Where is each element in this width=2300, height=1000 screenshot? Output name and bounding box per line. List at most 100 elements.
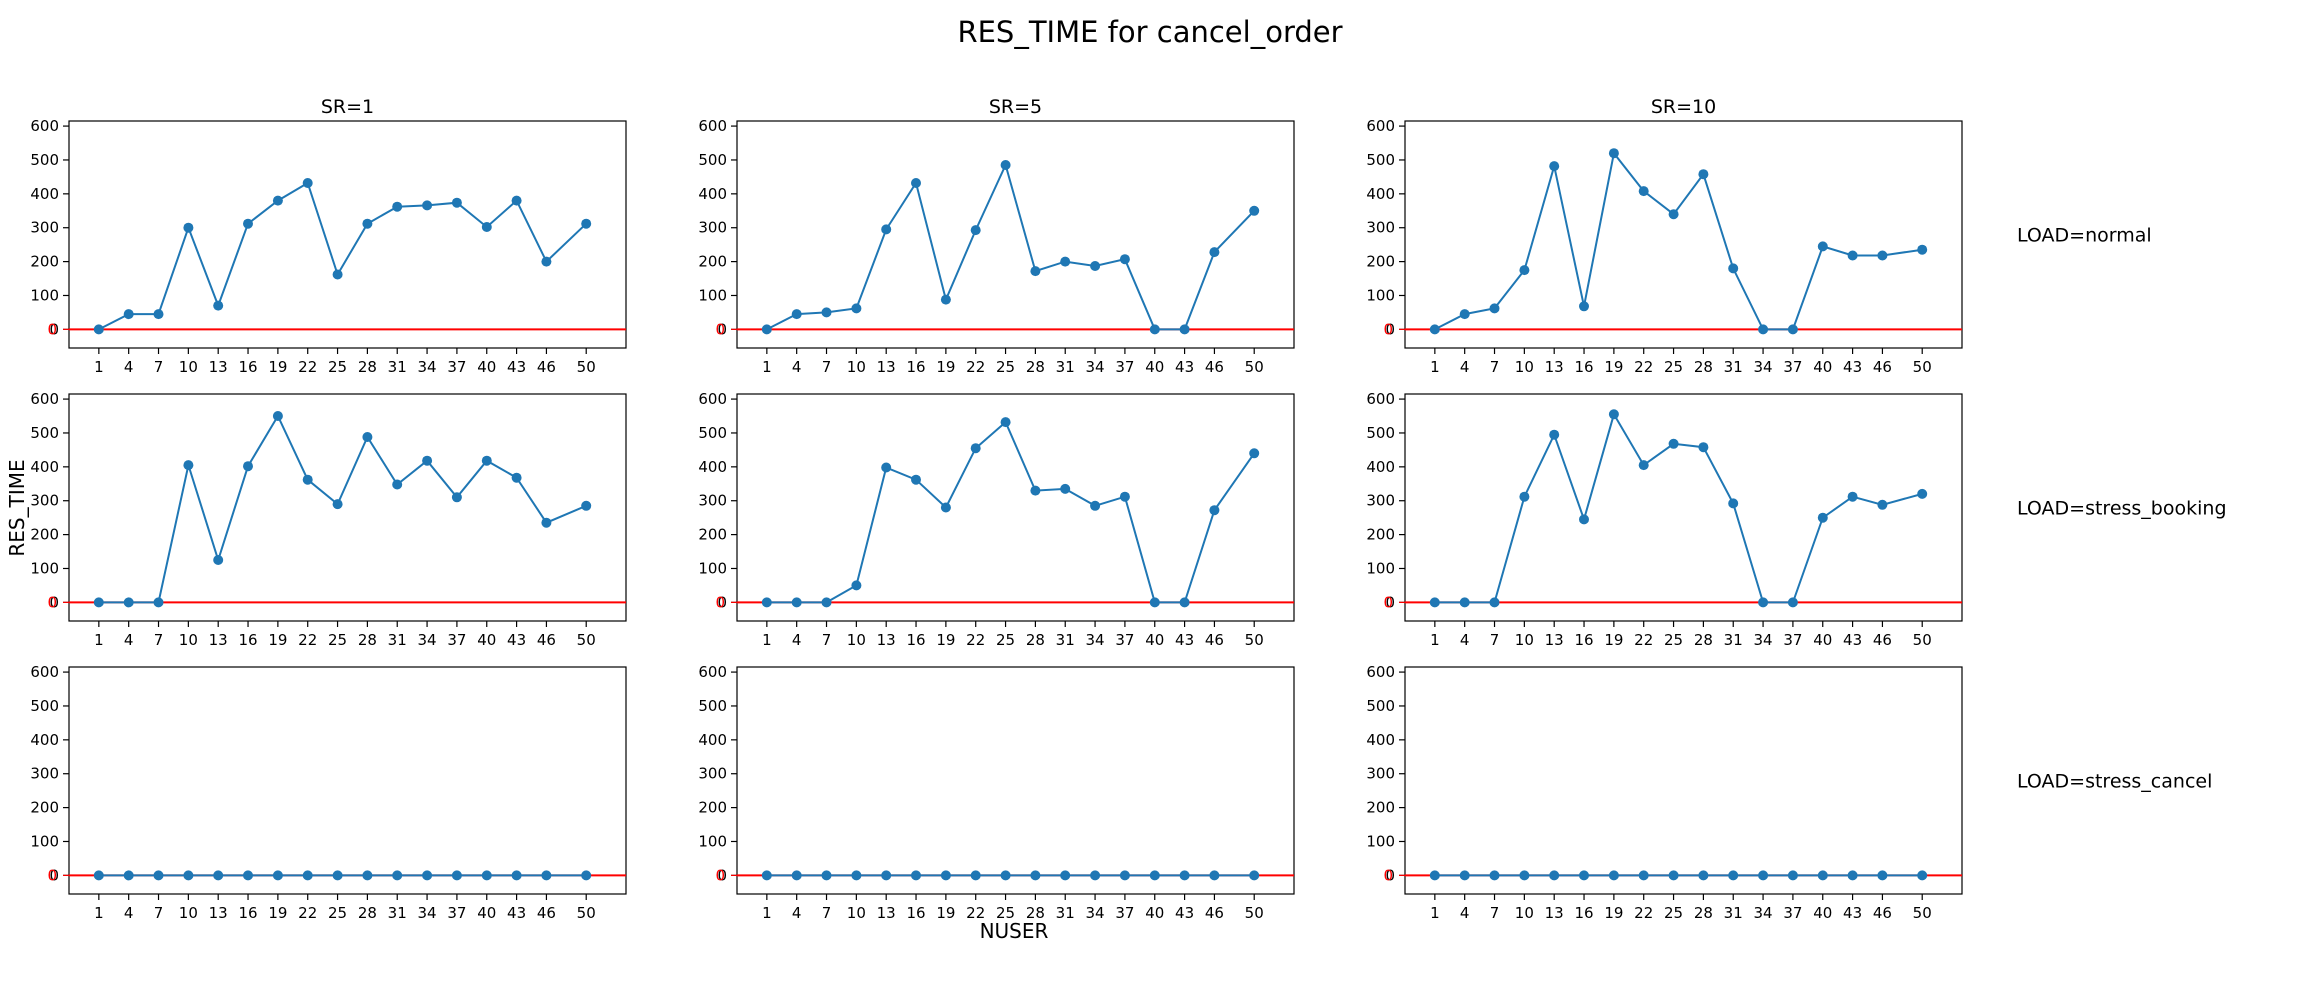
x-tick-label: 34	[1086, 631, 1105, 649]
x-tick-label: 4	[792, 358, 802, 376]
y-tick-label: 200	[698, 253, 727, 271]
x-tick-label: 22	[966, 904, 985, 922]
data-point	[362, 432, 373, 442]
x-tick-label: 40	[1145, 358, 1164, 376]
data-point	[581, 218, 592, 229]
reference-tick-label: 0	[715, 593, 725, 611]
x-tick-label: 1	[762, 631, 772, 649]
data-point	[1668, 209, 1679, 220]
data-point	[422, 870, 433, 881]
x-tick-label: 46	[537, 358, 556, 376]
x-tick-label: 25	[328, 358, 347, 376]
data-point	[1429, 324, 1440, 335]
data-point	[911, 870, 921, 881]
x-tick-label: 46	[1873, 904, 1892, 922]
x-tick-label: 50	[1913, 358, 1932, 376]
data-point	[153, 597, 164, 608]
x-tick-label: 43	[1175, 358, 1194, 376]
x-tick-label: 43	[1843, 358, 1862, 376]
data-point	[1728, 870, 1739, 881]
data-point	[541, 517, 552, 528]
x-tick-label: 22	[1634, 904, 1653, 922]
data-point	[1579, 301, 1589, 312]
subplot-load-normal-sr-5: 0 100 200 300 400 500 600 1 4 7 10 13 16 19 22 25 28 31 34…	[698, 96, 1295, 376]
data-point	[1758, 597, 1769, 608]
x-tick-label: 37	[447, 904, 466, 922]
data-point	[1179, 870, 1190, 881]
x-tick-label: 46	[537, 631, 556, 649]
x-tick-label: 19	[1604, 358, 1623, 376]
x-tick-label: 28	[1694, 904, 1713, 922]
y-tick-label: 400	[698, 185, 727, 203]
y-tick-label: 200	[30, 799, 59, 817]
x-tick-label: 16	[238, 358, 257, 376]
y-tick-label: 600	[1366, 390, 1395, 408]
x-tick-label: 50	[577, 904, 596, 922]
column-title: SR=5	[989, 96, 1042, 118]
data-point	[1209, 247, 1220, 258]
y-tick-label: 0	[1385, 320, 1395, 338]
subplot-load-normal-sr-1: 0 100 200 300 400 500 600 1 4 7 10 13 16 19 22 25 28 31 34…	[30, 96, 627, 376]
x-tick-label: 22	[1634, 631, 1653, 649]
data-point	[123, 870, 134, 881]
y-tick-label: 100	[698, 559, 727, 577]
data-point	[1149, 870, 1160, 881]
data-point	[1209, 870, 1220, 881]
y-tick-label: 300	[698, 492, 727, 510]
data-point	[1638, 186, 1649, 197]
reference-tick-label: 0	[715, 320, 725, 338]
data-point	[1787, 870, 1798, 881]
reference-tick-label: 0	[1383, 866, 1393, 884]
data-point	[481, 455, 492, 466]
data-point	[1608, 409, 1619, 420]
y-tick-label: 400	[698, 458, 727, 476]
data-point	[1758, 324, 1769, 335]
x-tick-label: 7	[1490, 358, 1500, 376]
data-point	[1179, 324, 1190, 335]
x-tick-label: 13	[209, 631, 228, 649]
x-tick-label: 7	[822, 358, 832, 376]
x-tick-label: 16	[906, 358, 925, 376]
data-point	[213, 300, 224, 311]
y-tick-label: 200	[30, 526, 59, 544]
data-point	[821, 870, 832, 881]
y-tick-label: 200	[698, 799, 727, 817]
y-tick-label: 500	[1366, 424, 1395, 442]
data-point	[1847, 870, 1858, 881]
y-tick-label: 0	[1385, 866, 1395, 884]
y-tick-label: 500	[698, 424, 727, 442]
y-tick-label: 100	[30, 832, 59, 850]
reference-tick-label: 0	[1383, 593, 1393, 611]
x-tick-label: 7	[1490, 631, 1500, 649]
y-tick-label: 200	[30, 253, 59, 271]
data-point	[1787, 324, 1798, 335]
x-tick-label: 50	[577, 358, 596, 376]
data-point	[332, 269, 343, 280]
x-tick-label: 50	[577, 631, 596, 649]
x-tick-label: 40	[1145, 904, 1164, 922]
x-tick-label: 16	[238, 904, 257, 922]
x-tick-label: 31	[388, 904, 407, 922]
data-point	[1179, 597, 1190, 608]
data-point	[1119, 254, 1130, 265]
y-tick-label: 300	[698, 219, 727, 237]
y-tick-label: 400	[1366, 731, 1395, 749]
x-tick-label: 43	[507, 358, 526, 376]
data-point	[881, 224, 892, 235]
data-point	[1249, 448, 1260, 459]
data-point	[1429, 597, 1440, 608]
data-point	[1489, 870, 1500, 881]
figure-title: RES_TIME for cancel_order	[957, 15, 1342, 49]
x-tick-label: 10	[179, 631, 198, 649]
y-tick-label: 600	[30, 390, 59, 408]
x-tick-label: 25	[1664, 631, 1683, 649]
data-point	[791, 870, 802, 881]
data-point	[481, 222, 492, 232]
subplot-load-stress-cancel-sr-1: 0 100 200 300 400 500 600 1 4 7 10 13 16 19 22 25 28 31 34…	[30, 663, 627, 922]
x-tick-label: 40	[1813, 904, 1832, 922]
x-tick-label: 10	[847, 631, 866, 649]
y-tick-label: 600	[698, 390, 727, 408]
y-tick-label: 300	[30, 492, 59, 510]
y-tick-label: 0	[49, 866, 59, 884]
y-tick-label: 100	[30, 286, 59, 304]
